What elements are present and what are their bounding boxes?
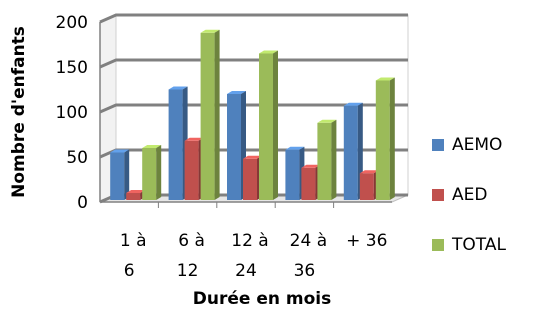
y-tick-label: 100 <box>56 103 88 123</box>
gridline <box>99 13 408 24</box>
bar-aemo <box>343 105 358 200</box>
legend-label-aemo: AEMO <box>452 135 502 155</box>
y-tick-label: 150 <box>56 58 88 78</box>
y-tick-label: 50 <box>66 148 88 168</box>
bar-top <box>184 137 204 141</box>
bar-aemo <box>285 149 300 200</box>
bar-side <box>331 119 337 200</box>
legend-swatch-aemo <box>432 139 444 151</box>
bar-total <box>200 32 215 200</box>
bar-aed <box>301 167 316 200</box>
bar-top <box>110 149 130 153</box>
category-label: 12 à <box>231 231 268 251</box>
bar-total <box>259 53 273 200</box>
category-label: 24 à <box>290 231 327 251</box>
legend-swatch-total <box>432 239 444 251</box>
category-label: 1 à <box>120 231 147 251</box>
bar-aed <box>359 173 374 200</box>
y-tick-label: 0 <box>77 193 88 213</box>
bar-top <box>359 170 379 174</box>
bar-top <box>168 86 188 90</box>
category-label-line2: 36 <box>294 261 316 281</box>
bar-top <box>343 102 363 106</box>
bar-aemo <box>110 152 125 200</box>
legend-label-aed: AED <box>452 185 487 205</box>
gridline <box>99 58 408 69</box>
bar-side <box>273 50 278 200</box>
bar-aemo <box>227 94 241 200</box>
bar-top <box>285 146 305 150</box>
category-label: + 36 <box>346 231 387 251</box>
x-axis-label: Durée en mois <box>193 289 331 309</box>
bar-top <box>317 119 337 123</box>
bar-top <box>243 155 262 159</box>
bar-total <box>142 148 157 200</box>
y-tick-label: 200 <box>56 13 88 33</box>
bar-top <box>259 50 278 54</box>
bar-side <box>156 145 162 200</box>
legend: AEMO AED TOTAL <box>432 135 506 255</box>
y-tick-labels: 0 50 100 150 200 <box>56 13 88 213</box>
bar-top <box>142 145 162 148</box>
bar-side <box>389 77 395 200</box>
category-label: 6 à <box>178 231 205 251</box>
bar-top <box>126 190 146 193</box>
bar-total <box>317 122 332 200</box>
y-axis-label: Nombre d'enfants <box>9 26 29 198</box>
category-label-line2: 24 <box>235 261 257 281</box>
category-label-line2: 6 <box>124 261 135 281</box>
bar-side <box>214 29 220 200</box>
bar-top <box>200 29 220 33</box>
bar-top <box>301 164 321 168</box>
category-label-line2: 12 <box>177 261 199 281</box>
bar-aed <box>184 140 199 200</box>
legend-label-total: TOTAL <box>451 235 506 255</box>
bar-top <box>227 91 246 94</box>
category-labels: 1 à 6 6 à 12 12 à 24 24 à 36 + 36 <box>120 231 388 281</box>
bar-total <box>375 80 390 200</box>
legend-swatch-aed <box>432 189 444 201</box>
bars <box>110 29 395 200</box>
bar-aed <box>126 193 141 200</box>
bar-aemo <box>168 89 183 200</box>
bar-top <box>375 77 395 81</box>
bar-aed <box>243 158 257 200</box>
bar-side <box>124 149 130 200</box>
gridline <box>99 103 408 114</box>
